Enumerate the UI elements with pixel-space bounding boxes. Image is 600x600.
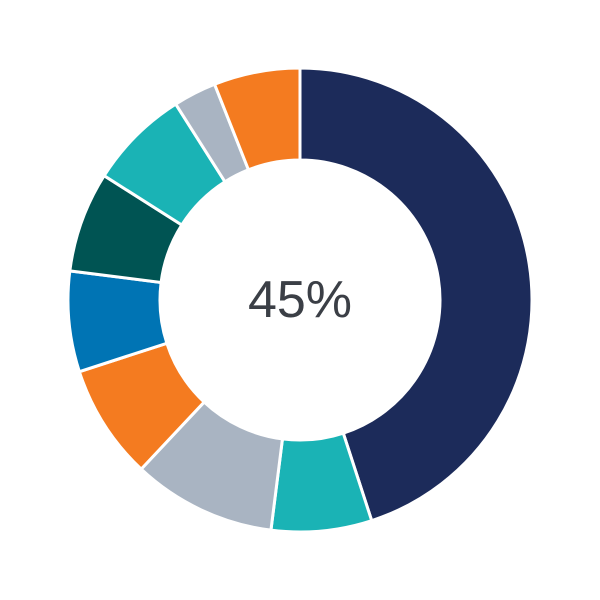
donut-slice-9 [212, 66, 302, 172]
donut-slice-1 [298, 66, 534, 523]
